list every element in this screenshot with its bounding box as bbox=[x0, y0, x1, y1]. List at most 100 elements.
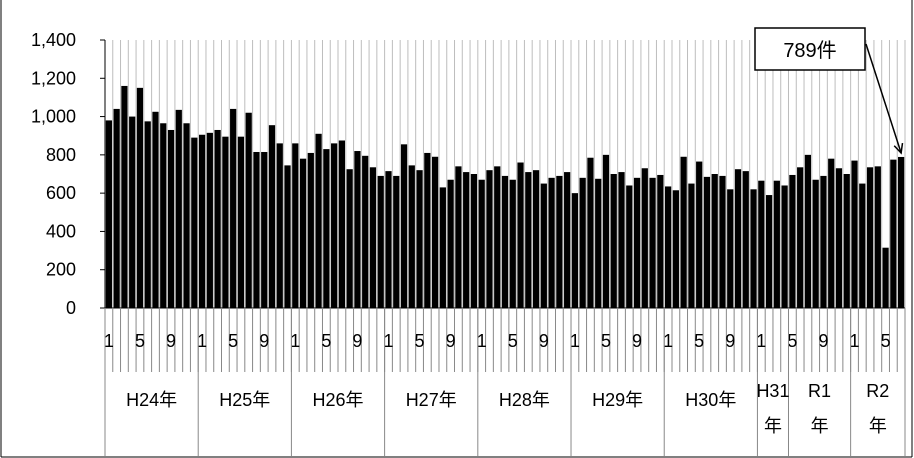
bar bbox=[292, 143, 299, 308]
bar bbox=[307, 152, 314, 308]
y-tick-label: 0 bbox=[66, 298, 76, 318]
x-tick-label: 9 bbox=[259, 331, 269, 351]
x-tick-label: 9 bbox=[352, 331, 362, 351]
bar bbox=[719, 175, 726, 308]
bar bbox=[703, 176, 711, 308]
bar bbox=[393, 175, 400, 308]
bar bbox=[136, 87, 144, 308]
bar bbox=[191, 137, 198, 308]
bar bbox=[261, 151, 268, 308]
x-group-label: 年 bbox=[869, 416, 887, 436]
bar bbox=[167, 129, 175, 308]
y-tick-label: 600 bbox=[46, 183, 76, 203]
bar bbox=[463, 172, 470, 308]
bar bbox=[859, 183, 866, 308]
bar bbox=[160, 123, 167, 309]
bar bbox=[230, 108, 237, 309]
bar bbox=[501, 175, 509, 308]
bar bbox=[424, 152, 431, 308]
bar bbox=[400, 144, 408, 308]
bar bbox=[595, 178, 602, 308]
bar bbox=[641, 168, 648, 308]
bar bbox=[781, 185, 788, 308]
bar bbox=[268, 125, 276, 308]
x-tick-label: 1 bbox=[477, 331, 487, 351]
bars bbox=[105, 85, 905, 309]
x-group-label: H29年 bbox=[592, 390, 643, 410]
bar bbox=[680, 156, 687, 308]
bar bbox=[105, 120, 112, 309]
bar bbox=[866, 167, 874, 308]
x-group-label: H30年 bbox=[685, 390, 736, 410]
annotation-box bbox=[754, 27, 866, 71]
bar bbox=[214, 129, 221, 308]
bar bbox=[556, 175, 563, 308]
x-tick-label: 5 bbox=[787, 331, 797, 351]
bar bbox=[773, 180, 780, 308]
bar bbox=[898, 156, 905, 308]
bar bbox=[835, 168, 843, 308]
bar bbox=[820, 175, 827, 308]
bar bbox=[750, 189, 757, 308]
x-group-label: 年 bbox=[811, 416, 829, 436]
x-group-labels: H24年 H25年 H26年 H27年 H28年 H29年 H30年 H31 年 R1 年 R2 年 bbox=[104, 308, 906, 456]
bar bbox=[121, 85, 128, 308]
x-group-label: H27年 bbox=[406, 390, 457, 410]
bar bbox=[517, 162, 524, 308]
x-group-label: R2 bbox=[866, 381, 889, 401]
bar bbox=[509, 179, 516, 308]
bar bbox=[758, 180, 765, 308]
bar bbox=[323, 149, 330, 308]
x-tick-label: 5 bbox=[415, 331, 425, 351]
bar bbox=[113, 108, 120, 309]
bar bbox=[540, 183, 547, 308]
x-group-label: H31 bbox=[756, 381, 789, 401]
bar bbox=[657, 174, 664, 308]
x-tick-label: 1 bbox=[570, 331, 580, 351]
y-tick-label: 400 bbox=[46, 221, 76, 241]
bar bbox=[610, 174, 617, 308]
bar bbox=[734, 169, 742, 308]
bar bbox=[672, 190, 679, 308]
x-group-label: H24年 bbox=[126, 390, 177, 410]
bar bbox=[649, 177, 656, 308]
bar bbox=[874, 166, 881, 308]
bar bbox=[765, 195, 773, 308]
x-tick-label: 5 bbox=[321, 331, 331, 351]
bar bbox=[346, 169, 353, 308]
bar bbox=[299, 158, 307, 308]
bar bbox=[144, 121, 151, 308]
bar bbox=[851, 160, 858, 308]
bar bbox=[152, 111, 159, 309]
x-tick-label: 9 bbox=[446, 331, 456, 351]
x-tick-label: 1 bbox=[290, 331, 300, 351]
bar bbox=[602, 154, 610, 308]
bar bbox=[789, 174, 796, 308]
x-tick-label: 9 bbox=[539, 331, 549, 351]
bar bbox=[206, 132, 213, 308]
bar bbox=[175, 109, 182, 308]
bar bbox=[711, 174, 718, 308]
bar bbox=[470, 174, 478, 308]
bar bbox=[626, 185, 633, 308]
annotation-label: 789件 bbox=[783, 39, 836, 62]
bar bbox=[494, 166, 501, 308]
x-tick-label: 9 bbox=[725, 331, 735, 351]
bar bbox=[797, 167, 804, 308]
bar bbox=[331, 143, 338, 308]
bar bbox=[548, 177, 555, 308]
bar bbox=[587, 157, 594, 308]
bar bbox=[532, 170, 540, 308]
bar bbox=[890, 159, 897, 308]
x-group-label: 年 bbox=[764, 416, 782, 436]
x-group-label: H26年 bbox=[312, 390, 363, 410]
y-tick-label: 1,400 bbox=[31, 30, 76, 50]
bar bbox=[564, 172, 571, 308]
bar bbox=[408, 165, 415, 308]
bar bbox=[198, 134, 206, 308]
bar bbox=[284, 165, 291, 308]
bar bbox=[455, 166, 462, 308]
bar bbox=[338, 140, 345, 308]
bar bbox=[478, 179, 485, 308]
x-tick-label: 5 bbox=[135, 331, 145, 351]
